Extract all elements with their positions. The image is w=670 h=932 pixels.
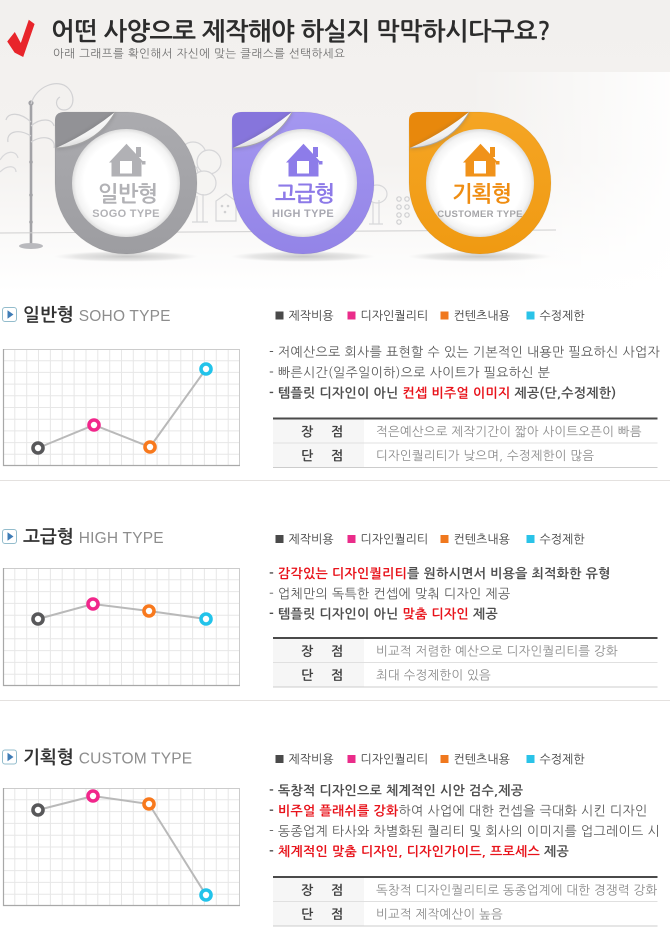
svg-text:HIGH TYPE: HIGH TYPE [79,530,164,547]
svg-text:SOHO TYPE: SOHO TYPE [79,308,171,325]
svg-text:SOGO TYPE: SOGO TYPE [92,208,160,220]
svg-text:CUSTOMER TYPE: CUSTOMER TYPE [437,209,523,220]
svg-text:HIGH TYPE: HIGH TYPE [272,208,334,220]
svg-text:CUSTOM TYPE: CUSTOM TYPE [79,751,193,768]
